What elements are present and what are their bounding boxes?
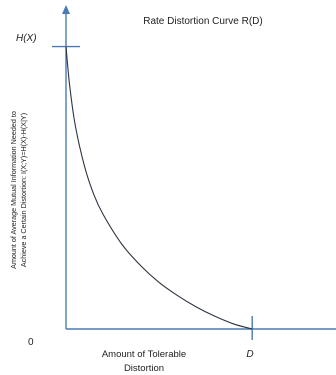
x-axis-label-line-1: Amount of Tolerable: [102, 349, 186, 360]
x-tick-label-d: D: [246, 349, 253, 360]
origin-label: 0: [28, 337, 34, 348]
x-axis-label-line-2: Distortion: [124, 363, 164, 374]
chart-title: Rate Distortion Curve R(D): [143, 16, 262, 27]
rate-distortion-curve: [65, 46, 253, 330]
axes: [52, 5, 336, 340]
y-axis-arrow-icon: [62, 5, 70, 14]
y-tick-label-hx: H(X): [16, 33, 37, 44]
y-axis-label-line-1: Amount of Average Mutual Information Nee…: [9, 111, 18, 269]
y-axis-label-line-2: Achieve a Certain Distortion: I(X;Y)=H(X…: [19, 113, 28, 267]
